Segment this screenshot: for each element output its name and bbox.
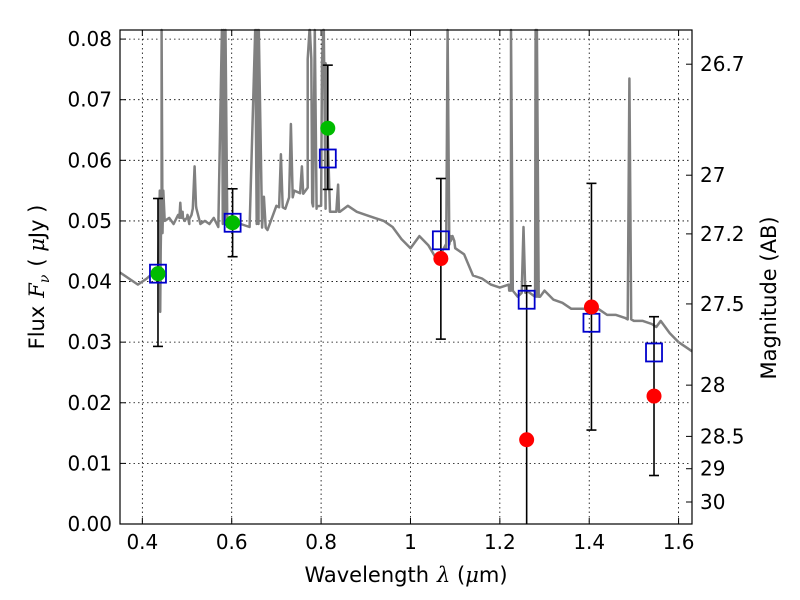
x-tick-label: 1.4	[573, 530, 605, 554]
y2-axis-title: Magnitude (AB)	[757, 216, 781, 379]
x-tick-label: 1.6	[663, 530, 695, 554]
model-squares	[149, 148, 663, 363]
y-tick-label: 0.00	[67, 512, 112, 536]
y-tick-label: 0.08	[67, 27, 112, 51]
grid	[120, 30, 692, 525]
red-point	[433, 251, 449, 267]
error-bars	[152, 64, 660, 524]
x-tick-label: 0.8	[305, 530, 337, 554]
red-point	[583, 299, 599, 315]
x-axis-symbol: λ	[436, 563, 450, 587]
x-tick-label: 1.2	[484, 530, 516, 554]
red-point	[646, 388, 662, 404]
x-tick-label: 0.6	[216, 530, 248, 554]
y2-tick-label: 27	[700, 163, 725, 187]
tick-labels: 0.4 0.6 0.8 1 1.2 1.4 1.6 0.00 0.01 0.02 0.03 0.04 0…	[67, 27, 744, 554]
x-tick-label: 1	[404, 530, 417, 554]
y-tick-label: 0.03	[67, 330, 112, 354]
y2-tick-label: 27.5	[700, 292, 745, 316]
y2-tick-label: 27.2	[700, 222, 745, 246]
green-point	[320, 120, 336, 136]
y-tick-label: 0.05	[67, 209, 112, 233]
y-tick-label: 0.01	[67, 451, 112, 475]
model-square	[431, 230, 450, 251]
y2-tick-label: 30	[700, 490, 725, 514]
x-tick-label: 0.4	[126, 530, 158, 554]
y-tick-label: 0.04	[67, 270, 112, 294]
y-tick-label: 0.06	[67, 148, 112, 172]
y-axis-title: FluxFν( μJy )	[25, 205, 53, 350]
x-axis-title-text: Wavelength	[304, 563, 429, 587]
plot-frame	[119, 29, 693, 525]
y2-tick-label: 28.5	[700, 424, 745, 448]
green-point	[225, 215, 241, 231]
model-square	[645, 342, 663, 363]
model-square	[223, 212, 242, 233]
ticks	[120, 30, 692, 525]
y-axis-title-text: Flux	[25, 306, 49, 350]
y-tick-label: 0.02	[67, 391, 112, 415]
model-square	[517, 289, 536, 310]
green-point	[150, 266, 166, 282]
y2-tick-label: 26.7	[700, 52, 745, 76]
red-point	[519, 432, 535, 448]
model-square	[318, 148, 337, 169]
y2-tick-label: 29	[700, 457, 725, 481]
x-axis-title: Wavelength λ (μm)	[304, 563, 507, 587]
model-square	[149, 263, 167, 284]
y-tick-label: 0.07	[67, 88, 112, 112]
spectrum	[119, 28, 693, 353]
observed-points	[150, 120, 662, 448]
spectrum-line	[119, 28, 693, 353]
y2-tick-label: 28	[700, 373, 725, 397]
